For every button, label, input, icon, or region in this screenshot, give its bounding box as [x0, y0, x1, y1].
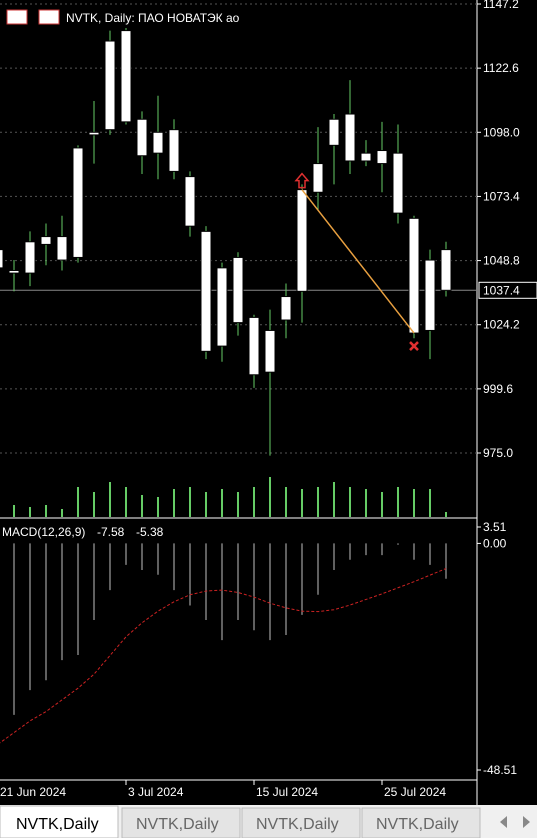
candle-body: [248, 316, 260, 376]
candle-body: [40, 236, 52, 245]
candle: [24, 231, 36, 287]
candle-body: [136, 118, 148, 157]
candle-body: [184, 176, 196, 227]
candle: [264, 309, 276, 456]
current-price-box: [478, 281, 537, 299]
candle: [248, 314, 260, 388]
candle-body: [8, 269, 20, 274]
candle-body: [216, 267, 228, 347]
tab-label[interactable]: NVTK,Daily: [136, 816, 219, 833]
candle: [168, 119, 180, 180]
x-tick-label: 15 Jul 2024: [256, 785, 318, 799]
x-tick-label: 3 Jul 2024: [128, 785, 184, 799]
candle-body: [376, 150, 388, 165]
signal-line: [0, 568, 447, 744]
chart-title: NVTK, Daily: ПАО НОВАТЭК ао: [66, 11, 240, 25]
candle-body: [440, 249, 452, 291]
candle: [40, 223, 52, 266]
y-tick-label: -48.51: [483, 763, 517, 777]
candle-body: [360, 152, 372, 162]
candle-body: [168, 129, 180, 172]
candle: [392, 124, 404, 224]
candle: [184, 171, 196, 237]
y-tick-label: 1073.4: [483, 189, 520, 203]
trade-line: [301, 189, 415, 334]
candle-body: [344, 113, 356, 162]
candle: [152, 95, 164, 180]
candle-body: [232, 256, 244, 324]
candle: [8, 260, 20, 292]
candle: [424, 249, 436, 360]
candle: [200, 226, 212, 360]
y-tick-label: 1122.6: [483, 61, 519, 75]
y-tick-label: 1048.8: [483, 254, 520, 268]
x-tick-label: 21 Jun 2024: [0, 785, 66, 799]
trade-close-mark: [409, 341, 419, 351]
current-price-label: 1037.4: [483, 283, 520, 297]
candle-body: [296, 189, 308, 292]
candle-body: [424, 259, 436, 331]
tab-label[interactable]: NVTK,Daily: [256, 816, 339, 833]
candle-body: [392, 152, 404, 214]
candle-body: [0, 249, 4, 269]
y-tick-label: 1024.2: [483, 318, 520, 332]
candle-body: [328, 118, 340, 146]
scroll-right[interactable]: [523, 816, 530, 828]
candle-body: [264, 329, 276, 373]
icon: [38, 9, 60, 25]
candle: [232, 252, 244, 336]
candle-body: [280, 296, 292, 321]
scroll-left[interactable]: [500, 816, 507, 828]
macd-name: MACD(12,26,9): [2, 525, 85, 539]
candle: [280, 283, 292, 339]
candle: [72, 145, 84, 263]
candle: [88, 100, 100, 164]
candle: [440, 241, 452, 297]
candle-body: [408, 217, 420, 334]
candle: [216, 262, 228, 362]
y-tick-label: 975.0: [483, 446, 513, 460]
candle-body: [88, 131, 100, 136]
macd-signal-value: -5.38: [136, 525, 164, 539]
tab[interactable]: [241, 807, 361, 838]
tab-label[interactable]: NVTK,Daily: [16, 816, 99, 833]
candle-body: [104, 40, 116, 131]
candle-body: [56, 236, 68, 261]
y-tick-label: 1147.2: [483, 0, 519, 11]
candle: [136, 111, 148, 175]
tab-label[interactable]: NVTK,Daily: [376, 816, 459, 833]
tab[interactable]: [0, 805, 119, 838]
candle: [344, 80, 356, 175]
icon: [6, 9, 28, 25]
candle-body: [72, 147, 84, 258]
candle: [328, 114, 340, 185]
candle: [360, 140, 372, 167]
candle-body: [152, 131, 164, 154]
trade-open-arrow: [294, 172, 310, 189]
candle: [408, 215, 420, 339]
candle-body: [312, 163, 324, 193]
y-tick-label: 999.6: [483, 382, 513, 396]
candle-body: [120, 30, 132, 123]
candle: [56, 215, 68, 271]
y-tick-label: 1098.0: [483, 125, 520, 139]
x-tick-label: 25 Jul 2024: [384, 785, 446, 799]
tab[interactable]: [361, 807, 481, 838]
candle: [120, 27, 132, 125]
candle: [312, 127, 324, 211]
header-icons: [6, 9, 60, 25]
y-tick-label: 3.51: [483, 520, 507, 534]
tab[interactable]: [121, 807, 241, 838]
candle: [104, 30, 116, 135]
candle: [376, 121, 388, 193]
candle-body: [200, 230, 212, 352]
candle: [0, 249, 4, 269]
macd-value: -7.58: [97, 525, 125, 539]
y-tick-label: 0.00: [483, 536, 507, 550]
candle-body: [24, 241, 36, 274]
